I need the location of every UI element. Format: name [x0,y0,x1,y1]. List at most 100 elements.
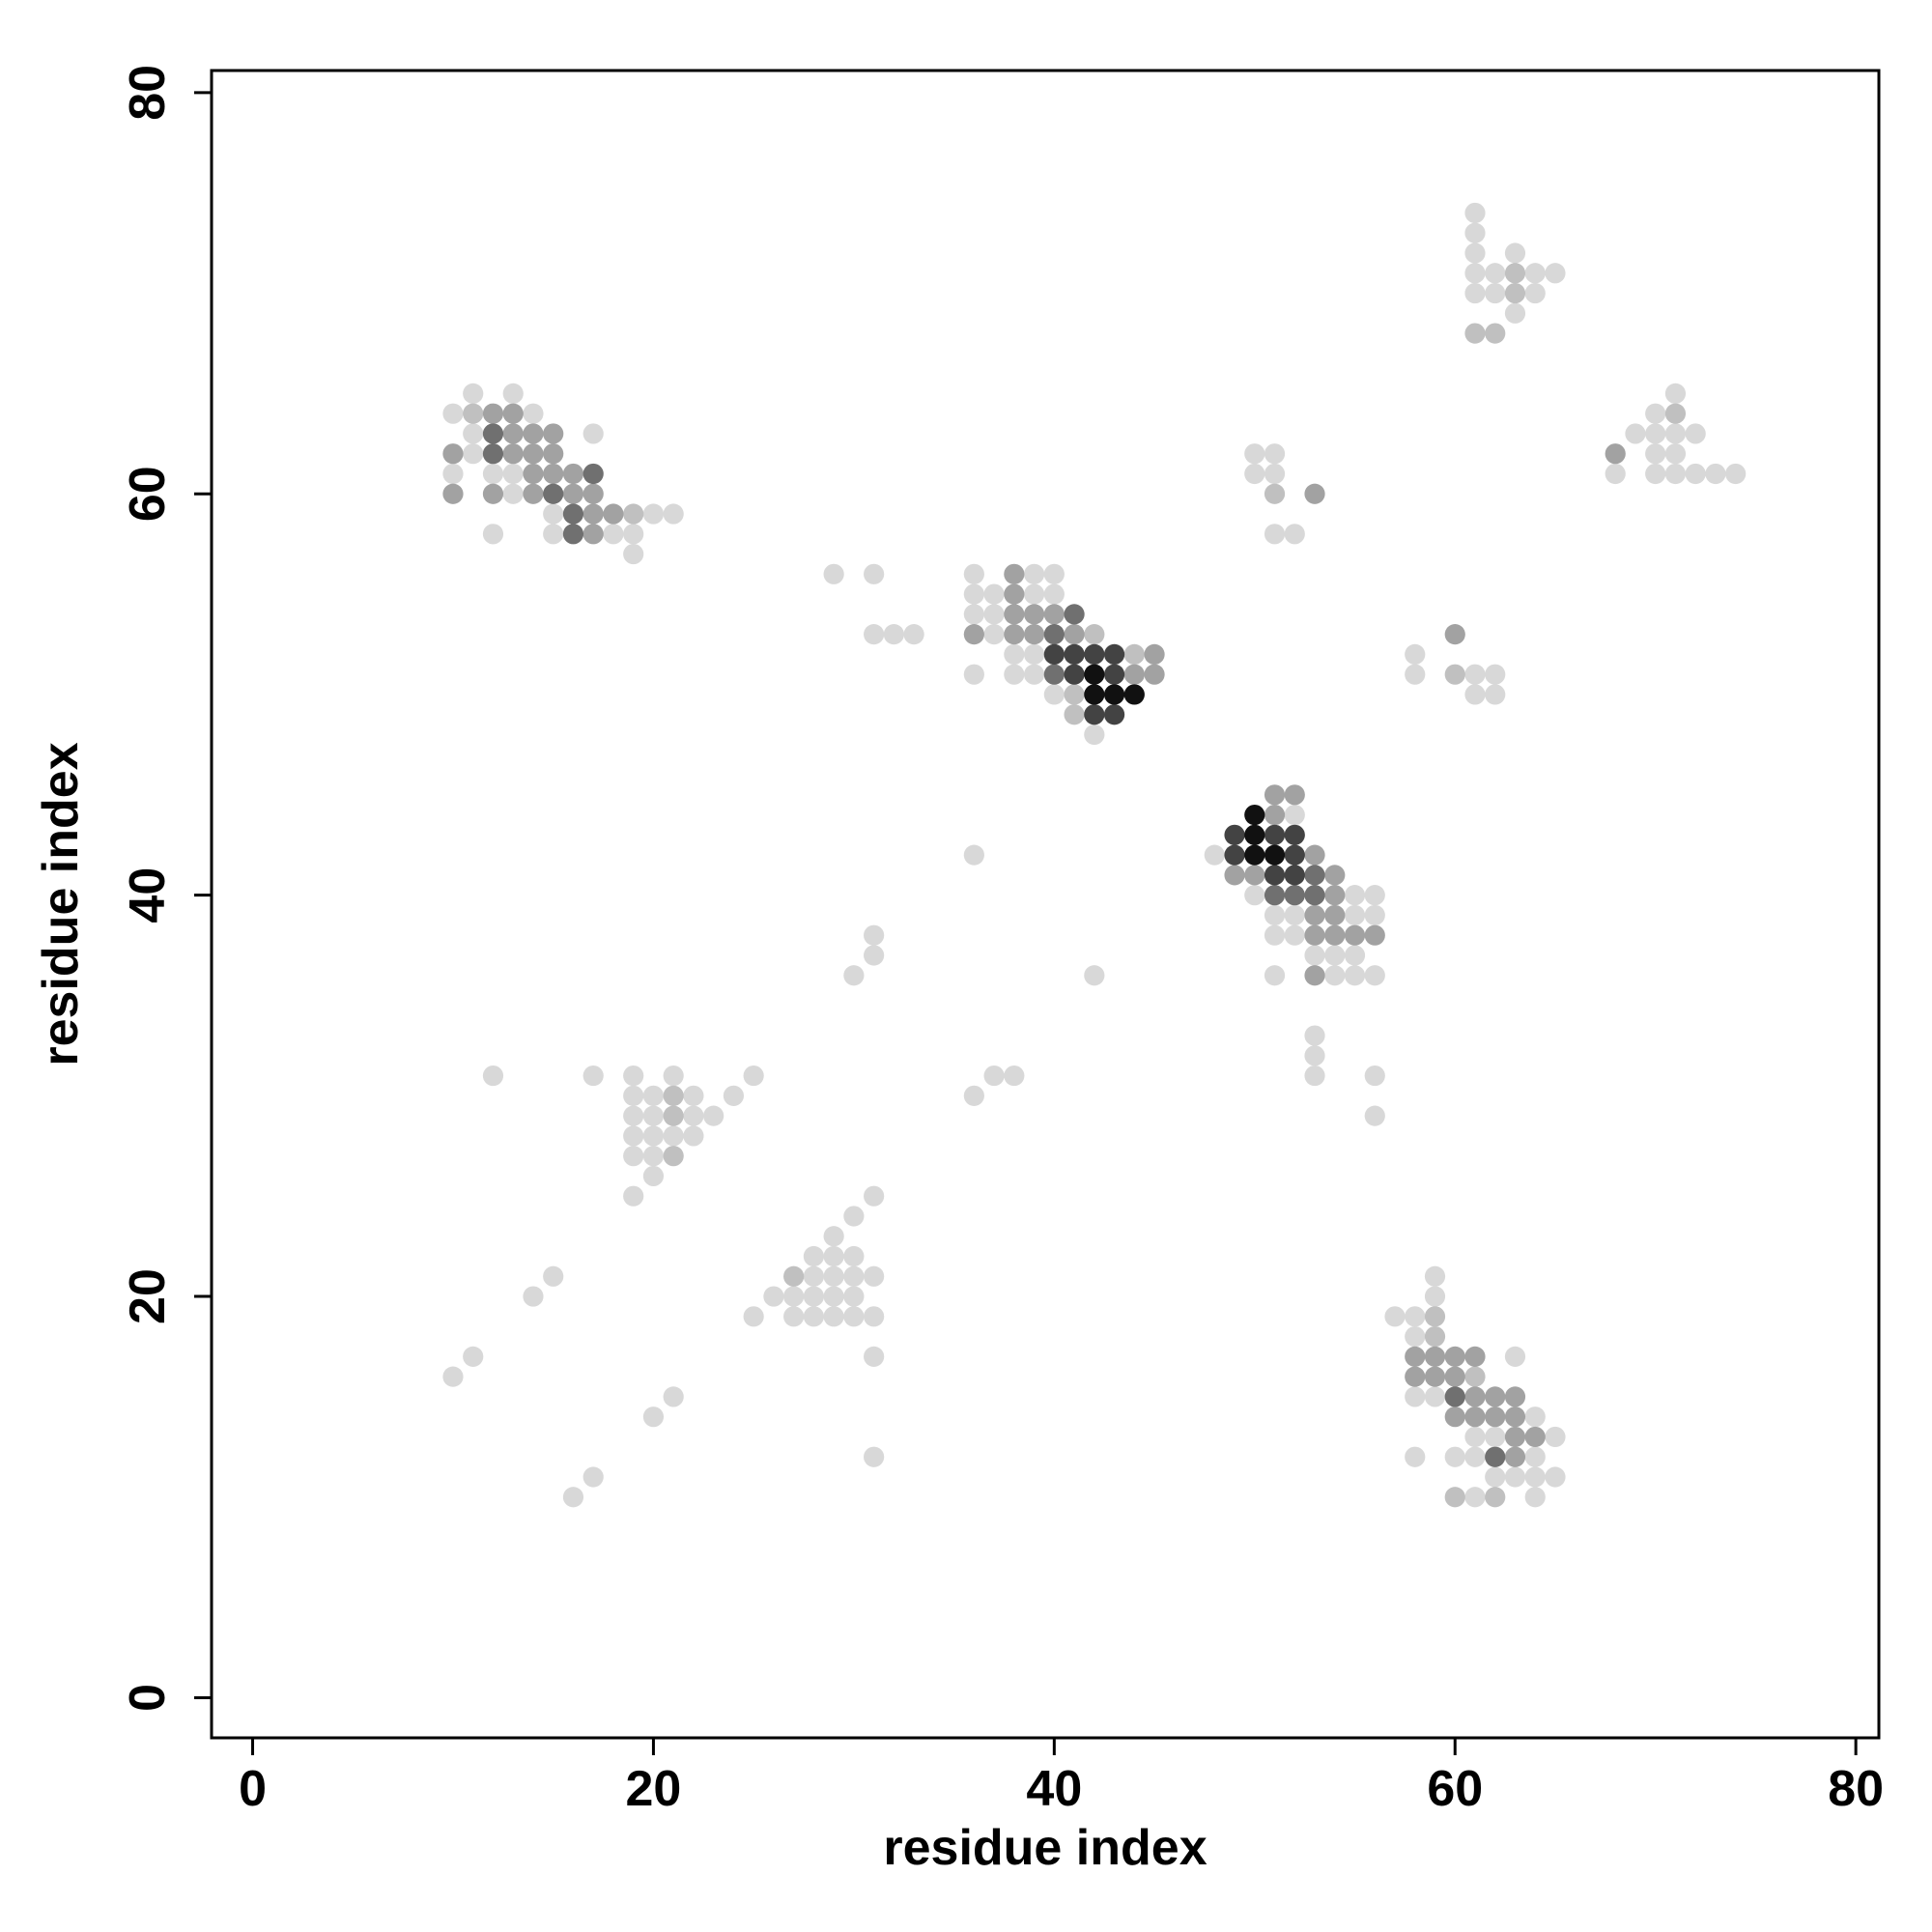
y-tick-label: 60 [120,466,176,522]
contact-point [1084,684,1105,705]
contact-point [1504,242,1526,264]
contact-point [1284,804,1305,826]
contact-point [1264,904,1286,926]
contact-point [1664,443,1687,465]
contact-point [683,1125,704,1147]
contact-point [1464,1426,1486,1448]
contact-point [1304,844,1325,866]
contact-point [1023,563,1045,584]
contact-point [1444,1446,1465,1467]
contact-point [663,1386,684,1407]
contact-point [1244,824,1265,845]
contact-point [1424,1265,1446,1287]
contact-point [642,1406,665,1428]
contact-point [1084,664,1105,685]
contact-point [1444,624,1465,645]
contact-point [1224,824,1245,845]
contact-point [843,1265,865,1287]
contact-point [663,1146,684,1167]
contact-point [1464,684,1486,705]
contact-point [1645,423,1666,444]
contact-point [543,483,564,504]
contact-point [1504,1426,1526,1448]
contact-point [1685,463,1706,485]
contact-point [1424,1306,1446,1327]
contact-point [623,1105,644,1126]
contact-point [1284,924,1305,946]
contact-point [1504,1446,1526,1467]
contact-point [1023,583,1045,605]
contact-point [1545,263,1566,284]
contact-point [1084,965,1105,986]
contact-point [1304,885,1325,906]
contact-point [1304,1025,1325,1046]
contact-point [1244,804,1265,826]
contact-point [1485,1446,1506,1467]
contact-point [823,1245,844,1267]
contact-point [803,1245,824,1267]
contact-point [482,403,504,424]
contact-point [1103,684,1125,705]
contact-point [723,1085,745,1106]
contact-point [1485,323,1506,344]
contact-point [843,1206,865,1227]
contact-point [1364,1065,1385,1087]
contact-point [1284,844,1305,866]
contact-point [1464,664,1486,685]
contact-point [1004,624,1025,645]
contact-point [1705,463,1726,485]
y-tick-label: 0 [120,1684,176,1712]
contact-point [1424,1286,1446,1307]
contact-point [502,483,524,504]
contact-point [823,1286,844,1307]
contact-point [1144,664,1165,685]
contact-point [843,1306,865,1327]
contact-point [1464,263,1486,284]
contact-point [1405,643,1426,666]
contact-point [642,1125,665,1147]
contact-point [843,1286,865,1307]
contact-point [523,443,544,465]
contact-point [1524,263,1546,284]
contact-point [1284,524,1305,545]
contact-point [1485,1466,1506,1488]
contact-point [1645,463,1666,485]
contact-point [642,1085,665,1106]
contact-point [1004,583,1025,605]
contact-point [1304,945,1325,966]
contact-point [1004,1065,1025,1087]
contact-point [1504,1406,1526,1428]
contact-point [1064,624,1085,645]
contact-point [1084,643,1105,666]
contact-point [1524,1406,1546,1428]
contact-point [523,463,544,485]
contact-point [843,965,865,986]
contact-point [1304,483,1325,504]
contact-point [562,1487,584,1508]
contact-point [1264,443,1286,465]
contact-point [1304,924,1325,946]
contact-point [582,423,604,444]
contact-point [963,624,984,645]
contact-point [543,503,564,525]
contact-point [1685,423,1706,444]
contact-point [623,1125,644,1147]
contact-point [1444,1406,1465,1428]
contact-point [562,483,584,504]
contact-point [1424,1366,1446,1387]
contact-point [864,1185,885,1207]
contact-point [1204,844,1225,866]
contact-point [803,1265,824,1287]
contact-point [623,1065,644,1087]
contact-point [1444,1366,1465,1387]
contact-point [582,483,604,504]
contact-point [1485,1487,1506,1508]
contact-point [1123,684,1145,705]
contact-point [543,524,564,545]
contact-point [582,1065,604,1087]
contact-point [1284,904,1305,926]
contact-point [1485,1406,1506,1428]
contact-point [482,483,504,504]
contact-point [1264,463,1286,485]
contact-point [1464,222,1486,243]
